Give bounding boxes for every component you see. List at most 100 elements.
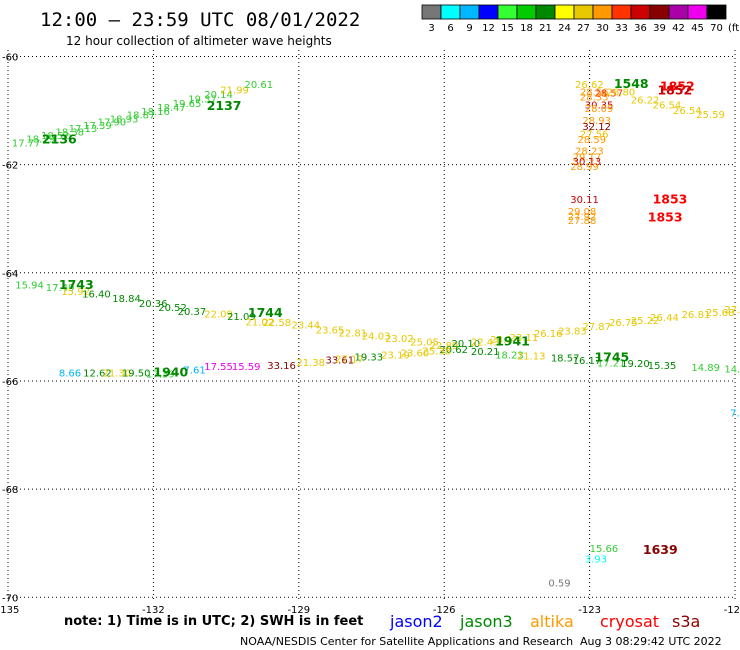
wave-height-point: 27.17 (335, 355, 364, 366)
wave-height-point: 17.90 (98, 118, 127, 129)
wave-height-point: 23.44 (292, 321, 321, 332)
wave-height-point: 22.81 (339, 329, 368, 340)
y-tick-label: -68 (2, 485, 18, 496)
legend-label: 6 (447, 23, 453, 34)
legend-label: 27 (577, 23, 590, 34)
wave-height-point: 21.30 (103, 369, 132, 380)
wave-height-point: 23.83 (558, 326, 587, 337)
time-label: 1852 (657, 82, 692, 97)
wave-height-point: 23.13 (490, 335, 519, 346)
satellite-label-jason3: jason3 (459, 612, 513, 631)
wave-height-point: 24.03 (362, 331, 391, 342)
time-label: 1548 (614, 76, 649, 91)
wave-height-point: 0.59 (548, 578, 570, 589)
y-tick-label: -60 (2, 52, 18, 63)
wave-height-point: 15.59 (232, 362, 261, 373)
wave-height-point: 22.09 (204, 310, 233, 321)
wave-height-point: 14.89 (691, 363, 720, 374)
legend-swatch (554, 4, 575, 20)
wave-height-point: 18.38 (55, 127, 84, 138)
wave-height-point: 27.87 (582, 322, 611, 333)
wave-height-point: 30.35 (585, 100, 614, 111)
legend-swatch (649, 4, 670, 20)
wave-height-point: 16.40 (82, 290, 111, 301)
y-tick-label: -66 (2, 377, 18, 388)
wave-height-point: 20.61 (245, 80, 274, 91)
wave-height-point: 26.75 (609, 318, 638, 329)
y-tick-labels: -60 -62 -64 -66 -68 -70 (2, 52, 18, 604)
time-label: 1852 (660, 79, 695, 94)
wave-height-point: 21.99 (220, 85, 249, 96)
wave-height-point: 18.79 (26, 134, 55, 145)
legend-swatch (706, 4, 727, 20)
wave-height-point: 28.93 (582, 116, 611, 127)
wave-height-point: 15.66 (590, 544, 619, 555)
wave-height-point: 14.66 (724, 364, 740, 375)
wave-height-point: 26.54 (673, 106, 702, 117)
wave-height-point: 28.56 (580, 87, 609, 98)
legend-swatch (535, 4, 556, 20)
wave-height-point: 15.92 (61, 287, 90, 298)
wave-height-point: 23.19 (381, 350, 410, 361)
wave-height-point: 26.22 (631, 96, 660, 107)
time-label: 1745 (594, 350, 629, 365)
time-label: 1744 (248, 305, 283, 320)
y-tick-label: -62 (2, 161, 18, 172)
wave-height-point: 26.80 (607, 87, 636, 98)
wave-height-point: 22.89 (430, 341, 459, 352)
legend-label: 15 (501, 23, 514, 34)
wave-height-point: 19.50 (122, 369, 151, 380)
wave-height-point: 18.16 (141, 107, 170, 118)
legend-swatch (421, 4, 442, 20)
wave-height-point: 21.13 (517, 351, 546, 362)
legend-swatch (668, 4, 689, 20)
legend-swatch (459, 4, 480, 20)
wave-height-point: 21.38 (296, 358, 325, 369)
legend-swatch (516, 4, 537, 20)
wave-height-point: 20.21 (471, 347, 500, 358)
wave-height-point: 23.65 (316, 325, 345, 336)
y-tick-label: -70 (2, 593, 18, 604)
wave-height-point: 20.36 (139, 299, 168, 310)
time-label: 2136 (42, 132, 77, 147)
wave-height-point: 25.68 (706, 308, 735, 319)
wave-height-point: 21.02 (245, 317, 274, 328)
wave-height-point: 19.65 (173, 99, 202, 110)
wave-height-point: 19.33 (355, 352, 384, 363)
time-label: 1941 (495, 333, 530, 348)
wave-height-point: 20.14 (204, 90, 233, 101)
legend-swatch (630, 4, 651, 20)
wave-height-point: 25.38 (422, 346, 451, 357)
wave-height-point: 26.44 (650, 313, 679, 324)
satellite-label-s3a: s3a (672, 612, 700, 631)
wave-height-point: 19.20 (621, 359, 650, 370)
wave-height-point: 20.10 (451, 339, 480, 350)
wave-height-point: 28.33 (580, 92, 609, 103)
wave-height-point: 18.93 (110, 114, 139, 125)
wave-height-point: 17.39 (83, 121, 112, 132)
wave-height-point: 25.59 (696, 110, 725, 121)
wave-height-point: 7.61 (183, 365, 205, 376)
wave-height-point: 28.23 (575, 146, 604, 157)
wave-height-point: 26.62 (575, 80, 604, 91)
wave-height-point: 18.52 (41, 131, 70, 142)
legend-label: 39 (653, 23, 666, 34)
wave-height-point: 23.60 (401, 349, 430, 360)
wave-height-point: 25.05 (410, 337, 439, 348)
wave-height-point: 27.88 (568, 216, 597, 227)
wave-height-point: 26.54 (653, 100, 682, 111)
x-tick-label: -132 (142, 605, 165, 616)
x-tick-label: -126 (433, 605, 456, 616)
legend-swatch (573, 4, 594, 20)
satellite-label-jason2: jason2 (389, 612, 443, 631)
footer-timestamp: Aug 3 08:29:42 UTC 2022 (580, 635, 722, 648)
wave-height-point: 15.94 (15, 280, 44, 291)
wave-height-point: 29.17 (573, 152, 602, 163)
y-tick-label: -64 (2, 269, 18, 280)
legend-label: 42 (672, 23, 685, 34)
wave-height-point: 28.57 (594, 89, 623, 100)
time-label: 1853 (653, 192, 688, 207)
wave-height-point: 12.62 (83, 369, 112, 380)
x-tick-label: -135 (0, 605, 19, 616)
